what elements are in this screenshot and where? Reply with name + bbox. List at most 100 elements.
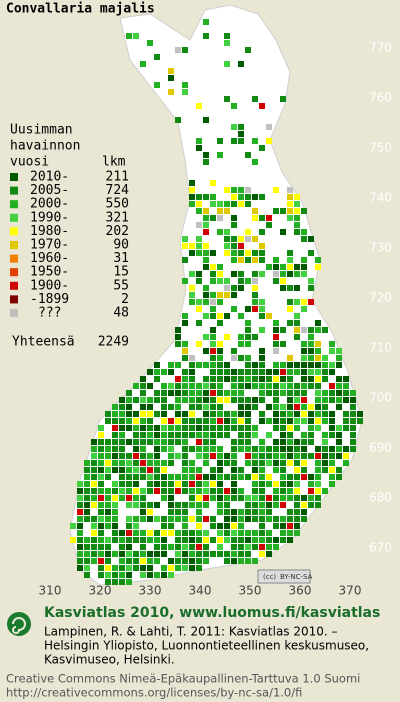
map-cell <box>161 383 167 389</box>
map-cell <box>245 558 251 564</box>
map-cell <box>168 516 174 522</box>
map-cell <box>217 530 223 536</box>
map-cell <box>105 453 111 459</box>
map-cell <box>273 439 279 445</box>
map-cell <box>182 47 188 53</box>
map-cell <box>98 460 104 466</box>
map-cell <box>189 467 195 473</box>
map-cell <box>161 488 167 494</box>
map-cell <box>217 432 223 438</box>
map-cell <box>301 404 307 410</box>
map-cell <box>294 383 300 389</box>
map-cell <box>140 61 146 67</box>
map-cell <box>119 453 125 459</box>
map-cell <box>315 397 321 403</box>
map-cell <box>252 460 258 466</box>
map-cell <box>350 432 356 438</box>
map-cell <box>112 551 118 557</box>
map-cell <box>161 460 167 466</box>
map-cell <box>308 327 314 333</box>
map-cell <box>266 530 272 536</box>
map-cell <box>231 481 237 487</box>
map-cell <box>196 530 202 536</box>
map-cell <box>231 285 237 291</box>
map-cell <box>280 495 286 501</box>
map-cell <box>238 397 244 403</box>
map-cell <box>294 481 300 487</box>
map-cell <box>175 341 181 347</box>
map-cell <box>336 390 342 396</box>
map-cell <box>231 257 237 263</box>
map-cell <box>210 271 216 277</box>
map-cell <box>140 467 146 473</box>
map-cell <box>203 376 209 382</box>
map-cell <box>294 229 300 235</box>
map-cell <box>217 481 223 487</box>
map-cell <box>203 243 209 249</box>
map-cell <box>224 187 230 193</box>
map-cell <box>238 278 244 284</box>
map-cell <box>203 460 209 466</box>
map-cell <box>238 551 244 557</box>
map-cell <box>189 558 195 564</box>
map-cell <box>266 502 272 508</box>
map-cell <box>245 194 251 200</box>
map-cell <box>238 131 244 137</box>
map-cell <box>217 271 223 277</box>
map-cell <box>231 551 237 557</box>
map-cell <box>147 425 153 431</box>
map-cell <box>231 488 237 494</box>
map-cell <box>168 460 174 466</box>
legend-swatch <box>10 200 18 209</box>
map-cell <box>294 425 300 431</box>
map-cell <box>161 474 167 480</box>
map-cell <box>140 432 146 438</box>
map-cell <box>252 509 258 515</box>
map-cell <box>154 530 160 536</box>
map-cell <box>203 488 209 494</box>
map-cell <box>301 376 307 382</box>
map-cell <box>217 474 223 480</box>
map-cell <box>182 278 188 284</box>
map-cell <box>287 383 293 389</box>
map-cell <box>119 488 125 494</box>
map-cell <box>336 474 342 480</box>
map-cell <box>119 558 125 564</box>
map-cell <box>210 453 216 459</box>
map-cell <box>196 362 202 368</box>
map-cell <box>315 383 321 389</box>
map-cell <box>91 439 97 445</box>
map-cell <box>315 425 321 431</box>
map-cell <box>147 502 153 508</box>
map-cell <box>217 215 223 221</box>
map-cell <box>224 460 230 466</box>
map-cell <box>238 474 244 480</box>
map-cell <box>203 222 209 228</box>
map-cell <box>224 397 230 403</box>
map-cell <box>210 383 216 389</box>
map-cell <box>182 432 188 438</box>
map-cell <box>252 292 258 298</box>
map-cell <box>231 530 237 536</box>
map-cell <box>196 222 202 228</box>
map-cell <box>322 362 328 368</box>
map-cell <box>210 397 216 403</box>
map-cell <box>77 551 83 557</box>
map-cell <box>301 509 307 515</box>
map-cell <box>329 474 335 480</box>
legend-label: 1980- <box>30 224 69 239</box>
map-cell <box>315 355 321 361</box>
map-cell <box>287 530 293 536</box>
map-cell <box>287 271 293 277</box>
map-cell <box>273 348 279 354</box>
map-cell <box>203 495 209 501</box>
map-cell <box>98 544 104 550</box>
map-cell <box>91 516 97 522</box>
map-cell <box>133 551 139 557</box>
map-cell <box>280 425 286 431</box>
map-cell <box>210 201 216 207</box>
map-cell <box>161 390 167 396</box>
map-cell <box>259 418 265 424</box>
map-cell <box>245 152 251 158</box>
map-cell <box>119 572 125 578</box>
